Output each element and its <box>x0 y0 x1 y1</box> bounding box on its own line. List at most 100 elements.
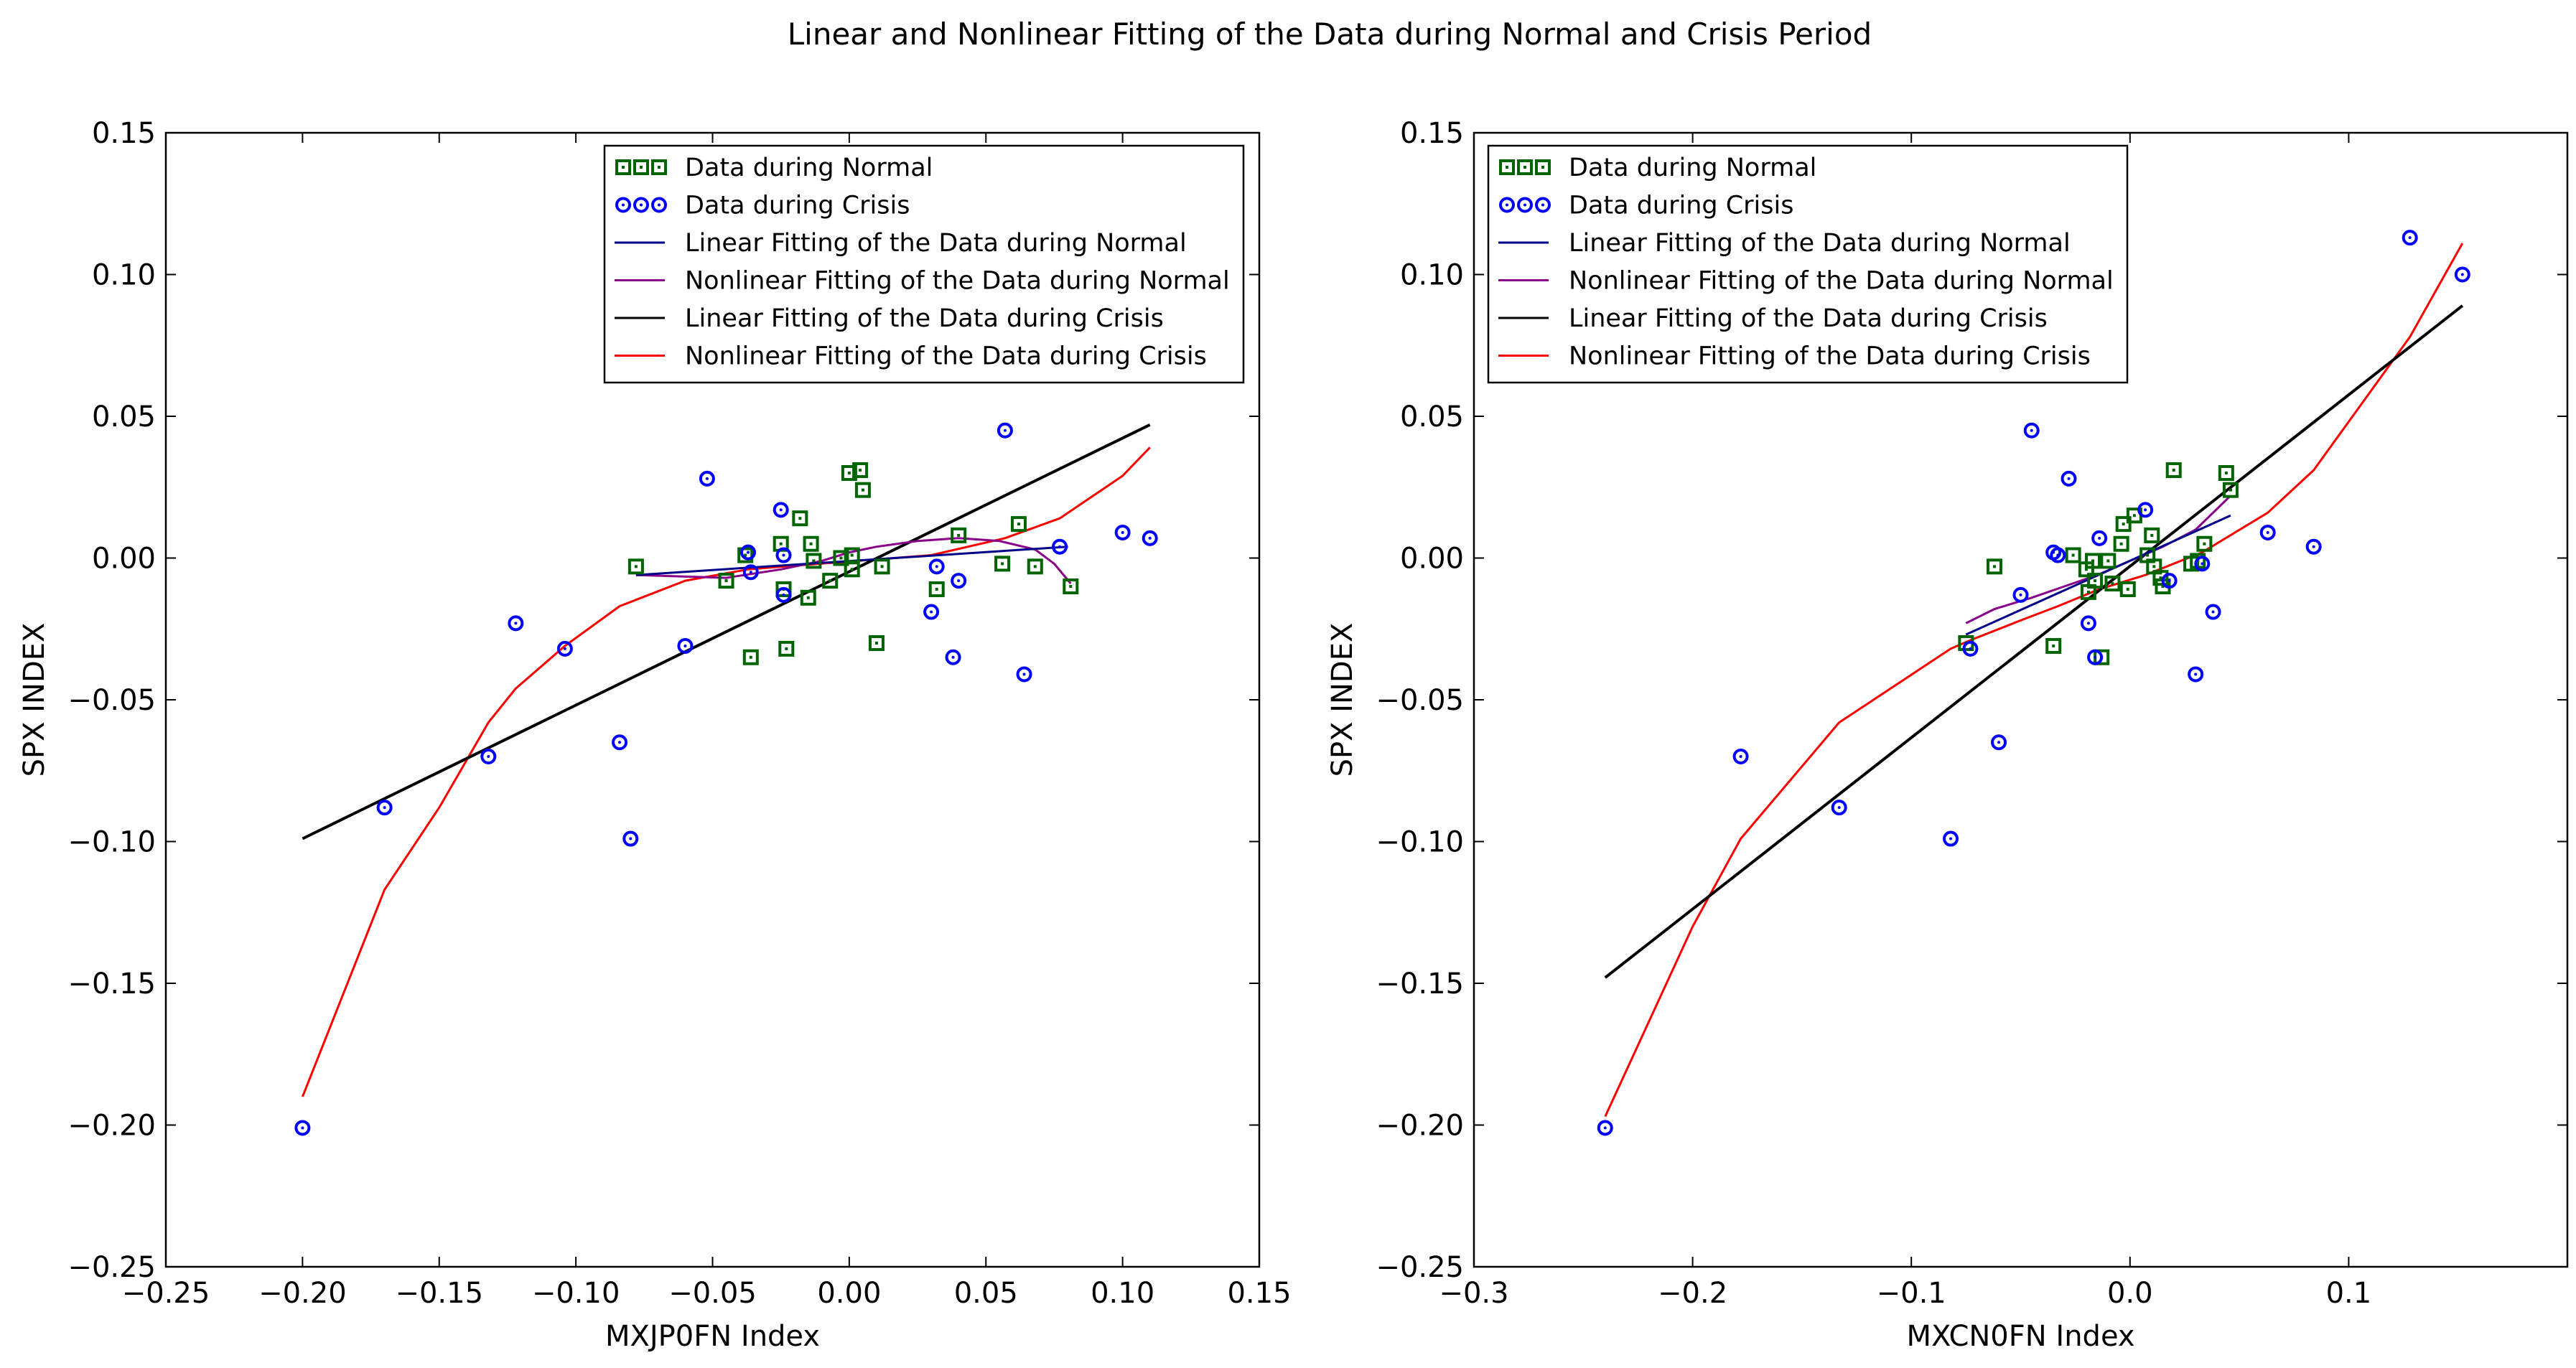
left-legend-circle-marker <box>633 197 649 213</box>
left-crisis-data-point-dot <box>779 508 783 512</box>
right-legend-entry-label: Nonlinear Fitting of the Data during Nor… <box>1569 267 2114 296</box>
left-legend-entry-label: Nonlinear Fitting of the Data during Cri… <box>685 342 1207 371</box>
left-normal-data-point-dot <box>859 469 862 472</box>
left-normal-data-point <box>800 589 816 606</box>
right-crisis-data-point <box>2080 615 2096 632</box>
right-x-axis-label: MXCN0FN Index <box>1906 1320 2134 1353</box>
right-crisis-data-point <box>2050 547 2066 563</box>
right-crisis-data-point <box>2305 538 2322 555</box>
right-crisis-data-point-dot <box>2094 655 2097 659</box>
right-legend-box <box>1487 144 2129 384</box>
left-normal-data-point <box>844 547 860 563</box>
right-normal-data-point-dot <box>2146 553 2150 557</box>
left-normal-data-point <box>868 635 885 651</box>
left-normal-data-point <box>792 510 808 527</box>
left-crisis-data-point-dot <box>705 477 709 480</box>
left-legend-entry-label: Linear Fitting of the Data during Normal <box>685 229 1187 258</box>
left-crisis-data-point <box>294 1120 311 1136</box>
right-crisis-data-point-dot <box>2266 530 2269 534</box>
left-data-layer <box>294 422 1158 1136</box>
left-normal-data-point <box>742 649 759 665</box>
right-normal-data-point-dot <box>2086 590 2090 594</box>
right-y-tick-label: 0.00 <box>1400 543 1464 576</box>
left-normal-data-point-dot <box>829 579 832 583</box>
right-crisis-data-point <box>2402 230 2418 246</box>
right-normal-data-point-dot <box>2229 488 2232 492</box>
right-normal-data-point-dot <box>2159 576 2162 580</box>
right-legend-square-dot <box>1523 166 1526 169</box>
left-normal-data-point <box>737 547 754 563</box>
left-normal-data-point-dot <box>809 542 813 545</box>
right-normal-data-point <box>2222 482 2239 498</box>
right-normal-data-point-dot <box>2224 472 2228 474</box>
left-crisis-data-point <box>1016 666 1032 683</box>
left-legend-circle-dot <box>640 203 643 207</box>
left-crisis-data-point-dot <box>563 647 566 650</box>
right-y-tick-label: −0.20 <box>1376 1110 1464 1143</box>
left-crisis-data-point-dot <box>782 553 785 557</box>
right-legend-circle-marker <box>1535 197 1551 213</box>
left-crisis-data-point <box>1052 538 1068 555</box>
left-normal-data-point-dot <box>1017 523 1020 526</box>
left-normal-data-point <box>833 550 849 566</box>
left-crisis-data-point-dot <box>957 579 961 583</box>
right-crisis-data-point <box>1732 749 1749 764</box>
left-crisis-data-point <box>775 547 792 563</box>
right-data-layer <box>1597 230 2470 1136</box>
right-crisis-data-point-dot <box>2167 579 2171 583</box>
right-legend-square-dot <box>1541 166 1544 169</box>
right-normal-data-point <box>2152 570 2169 586</box>
right-crisis-data-point <box>1991 734 2007 751</box>
left-normal-data-point-dot <box>749 655 752 659</box>
right-normal-data-point <box>2104 576 2121 592</box>
right-y-tick-label: −0.15 <box>1376 968 1464 1001</box>
left-normal-data-point-dot <box>744 553 747 557</box>
left-x-tick-label: 0.10 <box>1091 1277 1154 1310</box>
right-crisis-data-point-dot <box>2194 673 2198 676</box>
left-x-tick-label: −0.10 <box>532 1277 620 1310</box>
left-normal-data-point-dot <box>839 556 843 560</box>
right-legend-circle-marker <box>1499 197 1515 213</box>
right-crisis-data-point <box>2188 666 2204 683</box>
left-nonlinear-fitting-of-the-data-during-crisis-line <box>302 446 1151 1097</box>
left-chart-panel: −0.25 −0.20 −0.15 −0.10 −0.05 0.00 0.05 0.10 0.1… <box>18 117 1292 1353</box>
left-legend-circle-marker <box>651 197 667 213</box>
right-normal-data-point <box>2087 573 2104 589</box>
left-normal-data-point-dot <box>1033 565 1037 568</box>
right-legend-circle-dot <box>1541 203 1544 207</box>
right-normal-data-point <box>2196 535 2213 552</box>
left-normal-data-point-dot <box>785 647 788 650</box>
left-normal-data-point-dot <box>1069 585 1073 588</box>
left-legend-square-marker <box>651 159 667 175</box>
left-x-tick-label: −0.25 <box>122 1277 210 1310</box>
right-legend-entry-label: Data during Normal <box>1569 154 1816 182</box>
right-legend-circle-marker <box>1517 197 1533 213</box>
right-x-tick-label: 0.1 <box>2326 1277 2372 1310</box>
right-crisis-data-point <box>1962 640 1979 657</box>
right-crisis-data-point <box>2205 604 2221 620</box>
left-crisis-data-point-dot <box>930 610 933 614</box>
right-normal-data-point-dot <box>2161 585 2165 588</box>
left-crisis-data-point-dot <box>1003 428 1007 432</box>
right-crisis-data-point <box>1597 1120 1613 1136</box>
left-crisis-data-point-dot <box>746 551 750 554</box>
right-crisis-data-point <box>1831 800 1847 816</box>
left-x-tick-label: −0.20 <box>258 1277 347 1310</box>
right-y-tick-label: 0.10 <box>1400 259 1464 292</box>
right-crisis-data-point <box>2061 470 2077 487</box>
right-crisis-data-point-dot <box>2312 545 2315 548</box>
right-normal-data-point <box>2119 581 2136 597</box>
left-crisis-data-point-dot <box>782 593 785 596</box>
left-legend-square-dot <box>658 166 661 169</box>
left-normal-data-point-dot <box>812 559 816 563</box>
left-crisis-data-point-dot <box>1058 545 1062 548</box>
right-legend-square-marker <box>1535 159 1551 175</box>
left-normal-data-point-dot <box>935 587 938 591</box>
left-linear-fitting-of-the-data-during-crisis-line <box>302 423 1151 840</box>
left-crisis-data-point <box>508 615 524 632</box>
left-crisis-data-point-dot <box>487 755 490 758</box>
right-crisis-data-point-dot <box>1739 755 1742 758</box>
left-legend-entry-label: Linear Fitting of the Data during Crisis <box>685 304 1164 333</box>
left-y-tick-label: 0.10 <box>92 259 156 292</box>
right-crisis-data-point <box>2087 649 2104 665</box>
